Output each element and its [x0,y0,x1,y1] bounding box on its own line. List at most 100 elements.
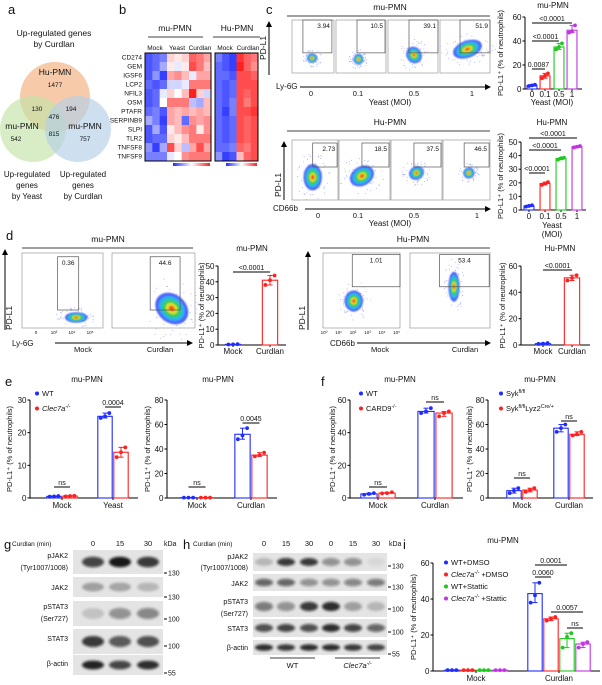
protein-band [277,578,295,587]
event-dot [303,60,305,62]
y-tick-label: 40 [476,445,485,454]
gate-percentage: 51.9 [475,23,488,30]
heatmap-cell [222,98,230,108]
superscript: -/- [474,594,479,600]
x-tick-label: Curdlan [558,347,586,356]
event-dot [344,295,346,297]
heatmap-cell [167,62,175,72]
heatmap-cell [189,107,197,117]
event-dot [92,318,94,320]
event-dot [447,295,449,297]
event-dot [406,180,408,181]
heatmap-cell [229,53,237,63]
legend-label: WT [366,389,378,398]
event-dot [445,286,447,288]
heatmap-cell [152,71,160,81]
event-dot [349,170,351,172]
heatmap-cell [152,80,160,90]
event-dot [329,173,331,175]
data-point [268,278,272,283]
heatmap-cell [167,89,175,99]
event-dot [361,313,363,315]
heatmap-cell [203,89,212,99]
event-dot [165,334,166,336]
lane-label: 15 [116,539,124,548]
event-dot [423,54,425,56]
group-label: Clec7a-/- [343,661,372,670]
event-dot [491,45,493,47]
legend-item: Clec7a-/- [35,404,71,413]
event-dot [453,41,454,43]
event-dot [358,49,359,51]
heatmap-cell [145,125,153,135]
heatmap-cell [229,116,237,126]
event-dot [483,54,484,56]
event-dot [358,67,360,69]
event-dot [486,48,488,50]
protein-band [137,660,159,670]
heatmap-cell [167,143,175,153]
x-marker-label: CD66b [330,339,355,348]
flow-plot: 44.6 [111,252,197,340]
heatmap-cell [250,107,259,117]
event-dot [468,181,470,183]
flow-tick-label: 10⁵ [393,330,400,335]
label-part: Clec7a [451,594,474,603]
data-point [567,30,571,35]
event-dot [421,64,423,66]
data-point [536,342,541,346]
event-dot [460,167,461,169]
event-dot [411,66,413,68]
event-dot [365,291,367,293]
gene-label: TNFSF9 [117,153,142,160]
event-dot [316,65,318,67]
event-dot [367,160,369,162]
legend-marker [359,406,363,411]
chart-title: mu-PMN [524,375,556,384]
event-dot [375,170,377,172]
event-dot [351,184,353,186]
event-dot [416,41,418,43]
heatmap-cell [196,53,204,63]
condition-label: 0 [316,211,320,220]
event-dot [60,317,62,318]
heatmap-column-label: Yeast [169,45,185,52]
event-dot [471,165,473,167]
protein-band [322,644,340,651]
event-dot [321,172,323,174]
event-dot [447,52,449,54]
heatmap-cell [159,71,168,81]
event-dot [378,184,380,186]
data-point [262,450,266,455]
event-dot [417,163,419,165]
bar [539,182,551,211]
event-dot [340,183,342,184]
flow-tick-label: 10⁴ [379,330,386,335]
x-marker-label: Ly-6G [12,339,34,348]
legend-label: Clec7a-/- [42,404,71,413]
data-point [563,422,568,427]
data-point [419,411,424,415]
event-dot [171,330,173,332]
event-dot [475,175,476,177]
data-point [537,580,542,585]
heatmap-cell [167,80,175,90]
bar [563,277,581,346]
data-point [236,437,240,442]
event-dot [407,47,409,49]
heatmap-cell [167,98,175,108]
event-dot [474,168,475,169]
event-dot [351,57,353,59]
heatmap-cell [189,80,197,90]
event-dot [304,58,306,60]
kda-marker-label: 130 [392,585,404,592]
event-dot [305,59,307,61]
data-point [528,488,532,492]
event-dot [418,179,420,181]
venn-title: by Curdlan [33,39,74,49]
data-point [560,41,564,46]
heatmap-cell [174,89,182,99]
event-dot [303,55,305,57]
blot-row-label: (Tyr1007/1008) [21,565,68,572]
heatmap-cell [215,89,223,99]
